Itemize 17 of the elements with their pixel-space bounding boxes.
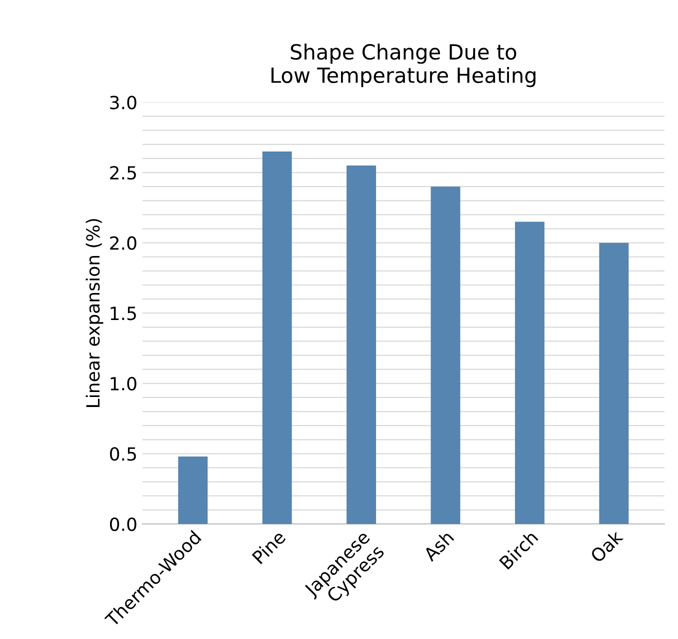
y-tick-label: 0.0 <box>110 517 136 532</box>
x-tick-label: Ash <box>422 530 454 562</box>
bar <box>262 151 292 524</box>
bar <box>178 456 208 524</box>
bar <box>599 242 629 524</box>
y-tick-label: 1.5 <box>110 306 136 320</box>
x-tick-label: Oak <box>589 528 624 564</box>
y-tick-label: 0.5 <box>110 447 136 461</box>
y-tick-label: 1.0 <box>110 376 136 391</box>
y-tick-label: 3.0 <box>110 96 136 110</box>
bar <box>430 186 460 524</box>
bar <box>514 222 544 524</box>
y-tick-label: 2.0 <box>110 236 136 250</box>
y-axis-title: Linear expansion (%) <box>86 219 104 407</box>
bar <box>346 166 376 524</box>
y-tick-label: 2.5 <box>110 166 136 180</box>
chart-title: Shape Change Due to Low Temperature Heating <box>272 44 536 88</box>
